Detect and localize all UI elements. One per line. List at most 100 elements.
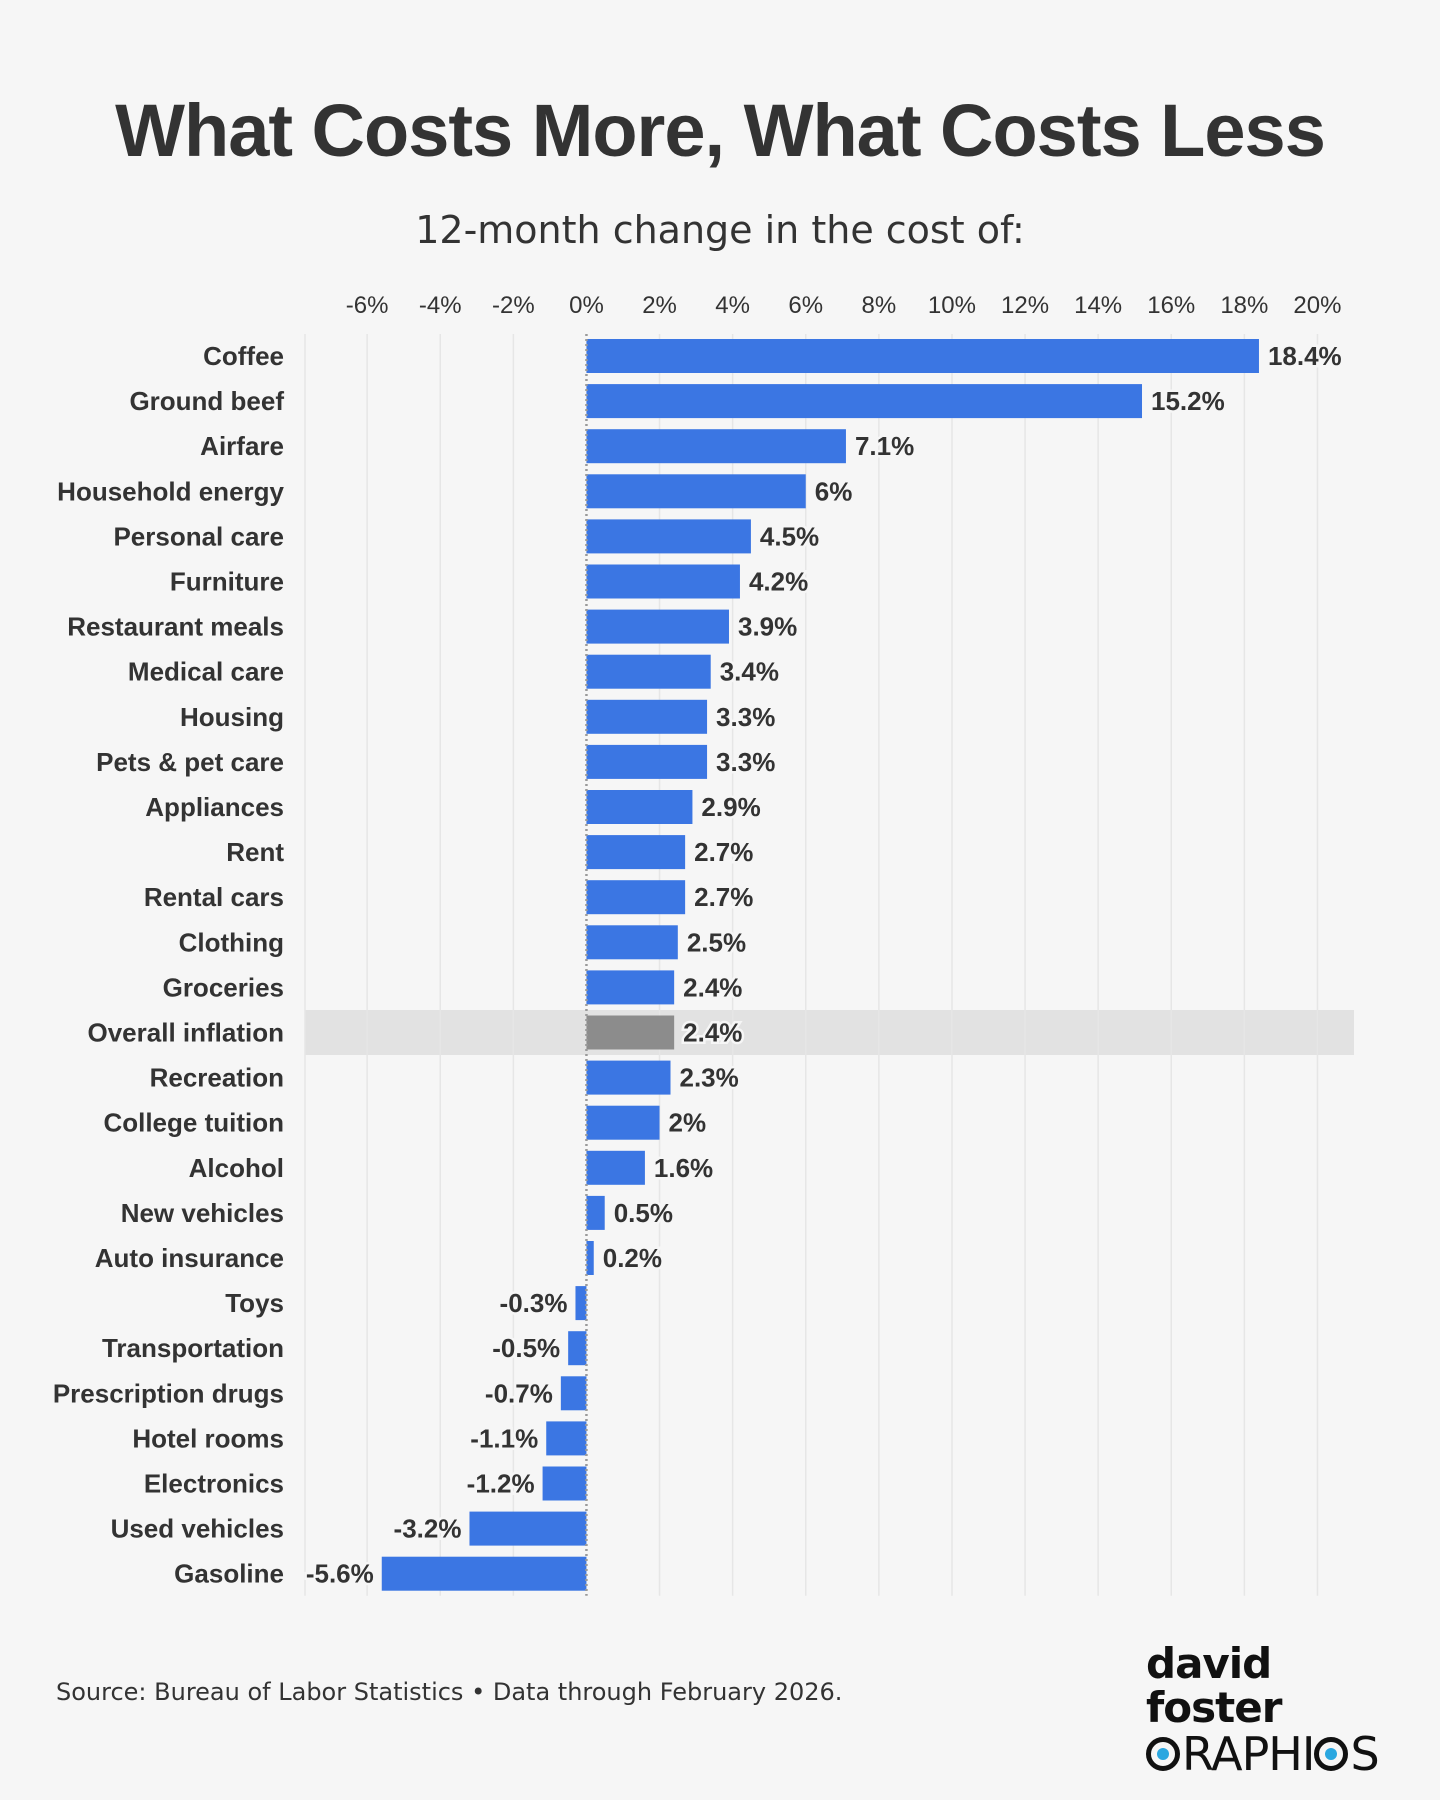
category-label: Ground beef xyxy=(129,386,284,416)
category-label: Gasoline xyxy=(174,1559,284,1589)
value-label: 18.4% xyxy=(1268,341,1342,371)
category-label: Pets & pet care xyxy=(96,747,284,777)
bar xyxy=(586,790,693,824)
bar xyxy=(469,1511,587,1546)
category-label: Personal care xyxy=(113,521,284,551)
x-tick-label: 8% xyxy=(861,292,896,319)
value-label: 2% xyxy=(669,1108,707,1138)
value-label: 0.2% xyxy=(603,1243,662,1273)
value-label: 2.4% xyxy=(683,972,742,1002)
value-label: 2.7% xyxy=(694,882,753,912)
bar xyxy=(381,1556,587,1591)
bar xyxy=(586,970,675,1005)
x-tick-label: 10% xyxy=(928,292,976,319)
category-label: Used vehicles xyxy=(111,1514,284,1544)
category-label: Electronics xyxy=(144,1469,284,1499)
bar xyxy=(568,1331,587,1366)
value-label: 0.5% xyxy=(614,1198,673,1228)
x-tick-label: 4% xyxy=(715,292,750,319)
logo-line1: david foster xyxy=(1146,1639,1282,1732)
bar xyxy=(586,474,806,509)
category-label: Coffee xyxy=(203,341,284,371)
value-label: 2.9% xyxy=(701,792,760,822)
category-label: Medical care xyxy=(128,657,284,687)
bar xyxy=(586,1241,594,1275)
x-tick-label: 14% xyxy=(1074,292,1122,319)
chart-subtitle: 12-month change in the cost of: xyxy=(415,208,1025,252)
bar xyxy=(586,609,729,644)
value-label: 4.5% xyxy=(760,521,819,551)
category-label: Rent xyxy=(226,837,284,867)
bar xyxy=(586,384,1143,419)
category-label: Transportation xyxy=(102,1333,284,1363)
bar xyxy=(586,1015,675,1050)
category-label: Clothing xyxy=(179,927,284,957)
page-title: What Costs More, What Costs Less xyxy=(115,89,1326,172)
category-label: Furniture xyxy=(170,567,284,597)
value-label: 3.4% xyxy=(720,657,779,687)
logo-line2: RAPHI S xyxy=(1146,1730,1386,1778)
category-label: College tuition xyxy=(103,1108,284,1138)
value-label: 4.2% xyxy=(749,567,808,597)
bar xyxy=(586,1105,660,1140)
category-label: Restaurant meals xyxy=(67,612,284,642)
category-label: Overall inflation xyxy=(88,1018,285,1048)
bar xyxy=(586,519,751,554)
x-tick-label: 0% xyxy=(569,292,604,319)
bar xyxy=(586,1195,605,1230)
bar-chart: -6% -4% -2% 0% 2% 4% 6% 8% 10% 12% 14% 16% 18% 20% Cof… xyxy=(53,292,1354,1596)
bar xyxy=(586,1060,671,1095)
value-label: 2.4% xyxy=(683,1018,742,1048)
highlight-band xyxy=(305,1010,1354,1055)
x-tick-label: 16% xyxy=(1147,292,1195,319)
category-label: Groceries xyxy=(163,972,284,1002)
bar xyxy=(575,1286,587,1321)
value-label: 2.7% xyxy=(694,837,753,867)
bar xyxy=(586,744,708,779)
category-label: Housing xyxy=(180,702,284,732)
bar xyxy=(586,835,686,870)
x-tick-label: 2% xyxy=(642,292,677,319)
value-label: -0.5% xyxy=(492,1333,560,1363)
value-label: 7.1% xyxy=(855,431,914,461)
logo-line2-suffix: S xyxy=(1350,1727,1379,1781)
bar xyxy=(546,1421,587,1456)
x-tick-label: -2% xyxy=(492,292,535,319)
value-label: 1.6% xyxy=(654,1153,713,1183)
x-tick-label: -6% xyxy=(346,292,389,319)
bar xyxy=(542,1466,587,1501)
logo-g-icon xyxy=(1146,1737,1180,1771)
x-tick-label: -4% xyxy=(419,292,462,319)
value-label: -1.1% xyxy=(470,1423,538,1453)
category-label: Toys xyxy=(225,1288,284,1318)
x-tick-label: 6% xyxy=(788,292,823,319)
value-label: 6% xyxy=(815,476,853,506)
x-tick-label: 20% xyxy=(1293,292,1341,319)
value-label: -0.3% xyxy=(500,1288,568,1318)
source-note: Source: Bureau of Labor Statistics • Dat… xyxy=(56,1678,843,1706)
category-label: New vehicles xyxy=(121,1198,284,1228)
logo: david foster RAPHI S xyxy=(1146,1642,1386,1778)
category-label: Hotel rooms xyxy=(132,1423,284,1453)
x-tick-label: 18% xyxy=(1220,292,1268,319)
value-label: -3.2% xyxy=(394,1514,462,1544)
category-label: Appliances xyxy=(145,792,284,822)
value-label: -5.6% xyxy=(306,1559,374,1589)
bar xyxy=(560,1376,587,1411)
value-label: 15.2% xyxy=(1151,386,1225,416)
bar xyxy=(586,925,678,960)
logo-c-icon xyxy=(1314,1737,1349,1771)
x-tick-label: 12% xyxy=(1001,292,1049,319)
category-label: Alcohol xyxy=(189,1153,284,1183)
value-label: 2.5% xyxy=(687,927,746,957)
category-label: Recreation xyxy=(150,1063,284,1093)
bar xyxy=(586,654,711,689)
value-label: 3.3% xyxy=(716,747,775,777)
value-label: 3.9% xyxy=(738,612,797,642)
value-label: 2.3% xyxy=(680,1063,739,1093)
category-label: Auto insurance xyxy=(95,1243,284,1273)
bar xyxy=(586,429,846,464)
bar xyxy=(586,699,708,734)
value-label: 3.3% xyxy=(716,702,775,732)
category-label: Prescription drugs xyxy=(53,1378,284,1408)
